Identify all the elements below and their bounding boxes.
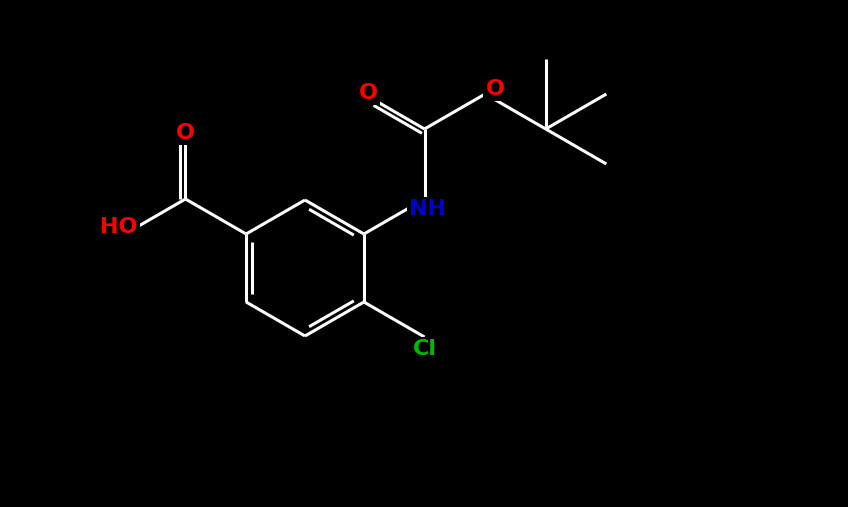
Text: NH: NH	[409, 199, 446, 219]
Text: O: O	[176, 123, 195, 143]
Text: O: O	[486, 79, 505, 99]
Text: HO: HO	[100, 217, 137, 237]
Text: O: O	[359, 83, 377, 103]
Text: Cl: Cl	[412, 339, 437, 359]
